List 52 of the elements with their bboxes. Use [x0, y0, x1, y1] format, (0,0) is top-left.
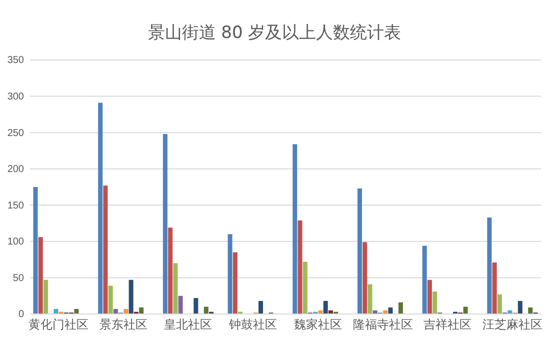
bar: [528, 307, 533, 314]
chart-title: 景山街道 80 岁及以上人数统计表: [148, 23, 402, 43]
bar: [178, 296, 183, 314]
bar: [302, 262, 308, 314]
y-tick-label: 350: [7, 55, 24, 66]
bar: [292, 144, 298, 314]
bar: [497, 294, 502, 314]
bar: [108, 286, 113, 314]
x-tick-label: 魏家社区: [294, 318, 342, 332]
bar: [33, 187, 38, 314]
y-tick-label: 50: [12, 272, 24, 284]
y-tick-label: 250: [7, 128, 24, 139]
x-tick-label: 汪芝麻社区: [482, 318, 542, 332]
bar: [162, 134, 168, 314]
bar: [232, 252, 238, 314]
bar: [98, 102, 103, 314]
bar: [368, 284, 372, 314]
x-tick-label: 吉祥社区: [424, 318, 472, 332]
bar: [228, 234, 232, 314]
bar: [194, 298, 198, 314]
bar: [388, 307, 393, 314]
bar: [139, 307, 144, 314]
bar: [492, 262, 497, 314]
x-tick-label: 景东社区: [99, 318, 148, 332]
bar: [463, 306, 468, 314]
bar: [432, 292, 438, 314]
bar: [298, 220, 302, 314]
x-tick-label: 隆福寺社区: [352, 318, 413, 332]
bar: [168, 228, 173, 314]
bar: [258, 300, 264, 314]
y-tick-label: 300: [7, 91, 24, 102]
bar: [38, 237, 43, 314]
y-tick-label: 200: [7, 164, 24, 176]
bar: [204, 306, 208, 314]
y-tick-label: 150: [7, 200, 24, 212]
x-tick-label: 黄化门社区: [28, 318, 89, 332]
bar: [173, 263, 178, 314]
x-tick-label: 皇北社区: [164, 318, 212, 332]
bar: [398, 302, 403, 314]
bar: [427, 280, 432, 314]
bar: [323, 300, 328, 314]
bar: [103, 186, 108, 314]
bar: [362, 242, 368, 314]
bar: [357, 188, 362, 314]
bar: [422, 246, 427, 314]
bar: [518, 300, 522, 314]
x-tick-label: 钟鼓社区: [228, 318, 278, 332]
y-tick-label: 100: [7, 236, 24, 248]
y-tick-label: 0: [18, 309, 24, 320]
bar: [487, 217, 492, 314]
bar: [43, 280, 48, 314]
bar: [128, 280, 134, 314]
